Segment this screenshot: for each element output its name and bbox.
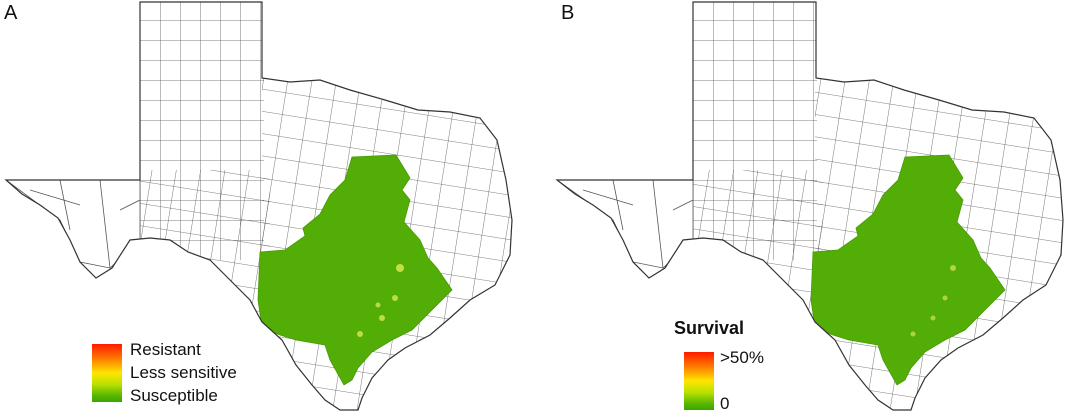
legend-label-susceptible: Susceptible <box>130 386 218 405</box>
legend-color-bar-b <box>684 352 714 410</box>
legend-label-zero: 0 <box>720 394 730 413</box>
survival-region <box>810 154 1006 386</box>
legend-title-survival: Survival <box>674 318 745 338</box>
legend-color-bar-a <box>92 344 122 402</box>
legend-label-high: >50% <box>720 348 764 367</box>
panel-label-b: B <box>561 2 575 24</box>
texas-county-map-a <box>5 1 513 411</box>
legend-label-resistant: Resistant <box>130 340 201 359</box>
map-panel-a: A Resistant Less s <box>4 1 513 411</box>
map-panel-b: B Survival >50% 0 <box>533 0 1066 419</box>
panel-label-a: A <box>4 2 18 24</box>
susceptible-region <box>257 154 453 386</box>
legend-label-less-sensitive: Less sensitive <box>130 363 237 382</box>
texas-county-map-b <box>556 1 1064 411</box>
